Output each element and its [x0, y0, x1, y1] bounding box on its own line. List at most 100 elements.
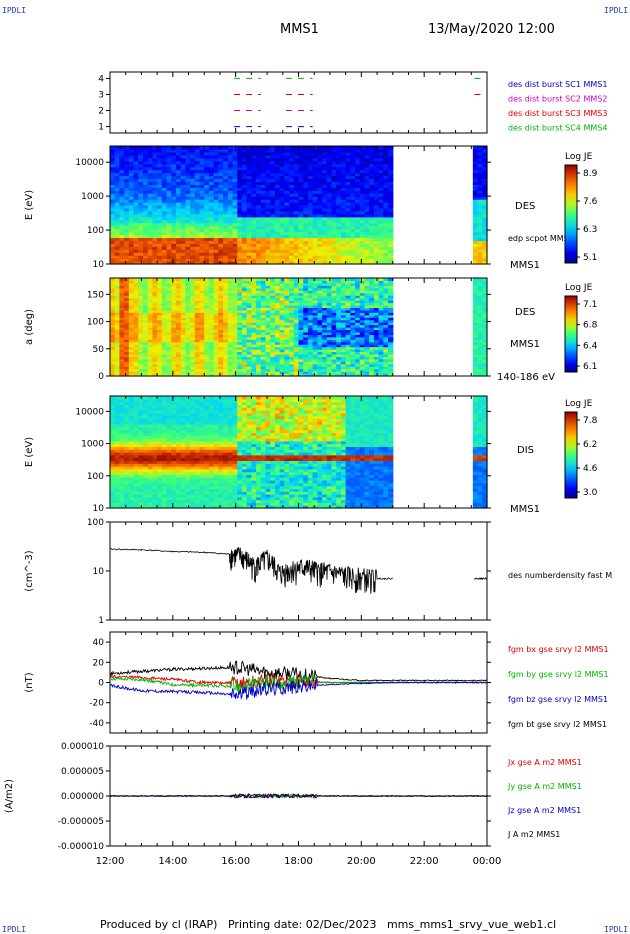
des-pitch-cell — [345, 297, 351, 301]
des-pitch-cell — [237, 363, 243, 367]
des-pitch-cell — [185, 292, 191, 296]
des-pitch-cell — [171, 302, 177, 306]
des-pitch-cell — [119, 304, 125, 308]
des-pitch-cell — [364, 278, 370, 282]
des-energy-cell — [223, 234, 229, 239]
des-energy-cell — [124, 205, 130, 209]
des-energy-cell — [373, 207, 380, 212]
des-energy-cell — [355, 199, 361, 203]
des-energy-cell — [199, 151, 205, 156]
des-pitch-cell — [133, 280, 139, 284]
des-pitch-cell — [185, 314, 191, 318]
des-pitch-cell — [265, 285, 271, 289]
des-pitch-cell — [175, 336, 182, 340]
des-pitch-cell — [213, 304, 219, 308]
des-energy-cell — [326, 175, 333, 180]
des-energy-cell — [227, 148, 234, 153]
des-pitch-cell — [284, 278, 290, 282]
des-pitch-cell — [180, 341, 186, 345]
des-pitch-cell — [180, 300, 186, 304]
des-pitch-cell — [260, 336, 267, 340]
des-energy-cell — [355, 175, 361, 180]
des-pitch-cell — [246, 300, 252, 304]
des-pitch-cell — [114, 327, 121, 331]
des-energy-cell — [251, 148, 257, 153]
des-pitch-cell — [256, 297, 262, 301]
des-energy-cell — [303, 207, 309, 212]
des-pitch-cell — [147, 346, 154, 350]
des-energy-cell — [128, 258, 135, 262]
des-pitch-cell — [289, 304, 295, 308]
des-energy-cell — [157, 151, 163, 156]
des-pitch-cell — [270, 363, 276, 367]
des-pitch-cell — [256, 329, 262, 333]
des-pitch-cell — [133, 356, 139, 360]
des-energy-cell — [133, 151, 139, 156]
des-energy-cell — [128, 219, 135, 224]
des-energy-colorbar-tick: 6.3 — [583, 225, 597, 235]
des-energy-cell — [180, 196, 186, 200]
des-energy-cell — [199, 202, 205, 206]
des-energy-cell — [373, 178, 380, 182]
des-energy-cell — [359, 175, 366, 180]
des-pitch-cell — [317, 322, 323, 326]
des-energy-cell — [166, 213, 172, 218]
des-energy-cell — [161, 219, 168, 224]
des-energy-cell — [373, 190, 380, 194]
des-energy-cell — [388, 166, 394, 171]
des-pitch-cell — [331, 363, 337, 367]
des-pitch-cell — [265, 295, 271, 299]
des-energy-cell — [303, 181, 309, 185]
des-energy-cell — [208, 234, 215, 239]
des-energy-cell — [138, 190, 144, 194]
des-energy-cell — [383, 213, 389, 218]
des-energy-cell — [199, 228, 205, 233]
des-energy-cell — [472, 252, 479, 256]
des-pitch-cell — [175, 349, 182, 353]
des-energy-cell — [322, 157, 328, 162]
des-energy-cell — [213, 216, 219, 221]
des-pitch-cell — [227, 302, 234, 306]
des-energy-cell — [270, 207, 276, 212]
des-pitch-cell — [312, 363, 318, 367]
des-pitch-cell — [213, 278, 219, 282]
des-pitch-cell — [312, 358, 318, 362]
des-pitch-cell — [289, 327, 295, 331]
des-energy-cell — [270, 231, 276, 236]
des-pitch-cell — [185, 309, 191, 313]
des-pitch-cell — [359, 358, 366, 362]
des-pitch-cell — [194, 314, 201, 318]
des-energy-cell — [166, 184, 172, 188]
des-pitch-cell — [142, 329, 149, 333]
des-energy-cell — [477, 199, 483, 203]
des-energy-cell — [256, 252, 262, 256]
des-pitch-cell — [190, 300, 196, 304]
des-energy-cell — [284, 222, 290, 227]
des-energy-cell — [199, 243, 205, 247]
des-pitch-cell — [298, 336, 304, 340]
des-pitch-cell — [232, 317, 238, 321]
des-energy-cell — [218, 184, 224, 188]
des-pitch-cell — [110, 287, 116, 291]
des-energy-cell — [213, 246, 219, 250]
des-energy-cell — [326, 160, 333, 165]
des-energy-cell — [482, 246, 488, 250]
des-energy-cell — [208, 196, 215, 200]
des-pitch-cell — [152, 371, 158, 375]
des-energy-cell — [194, 166, 201, 171]
des-pitch-cell — [138, 327, 144, 331]
des-energy-cell — [345, 222, 351, 227]
des-pitch-cell — [355, 317, 361, 321]
des-energy-cell — [260, 193, 267, 197]
des-energy-cell — [166, 169, 172, 174]
des-energy-cell — [317, 172, 323, 177]
des-energy-cell — [152, 199, 158, 203]
des-pitch-cell — [142, 300, 149, 304]
des-pitch-cell — [274, 295, 281, 299]
des-pitch-cell — [246, 317, 252, 321]
des-energy-cell — [322, 252, 328, 256]
des-pitch-cell — [119, 295, 125, 299]
des-pitch-cell — [157, 358, 163, 362]
des-pitch-cell — [157, 331, 163, 335]
des-pitch-cell — [241, 287, 248, 291]
